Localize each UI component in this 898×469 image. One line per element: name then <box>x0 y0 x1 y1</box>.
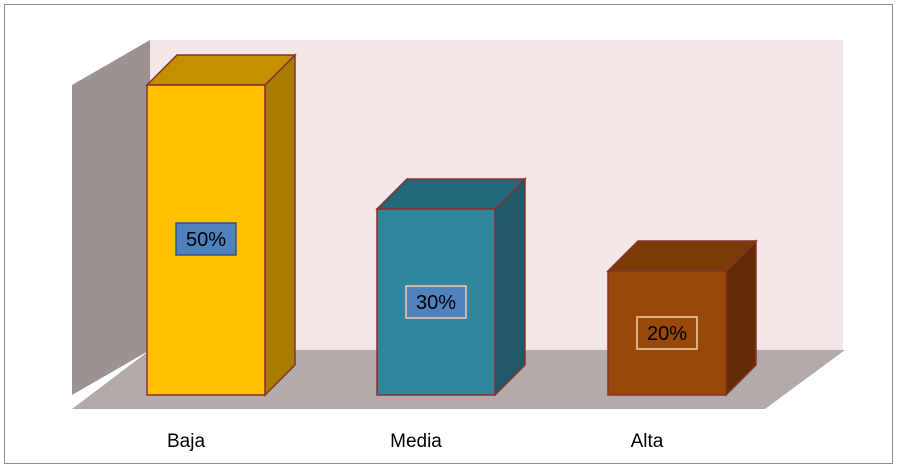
bar-baja: 50% <box>145 53 297 397</box>
category-label: Media <box>390 431 442 452</box>
data-label: 20% <box>647 323 687 345</box>
data-label-box <box>175 222 237 256</box>
data-label-box <box>636 316 698 350</box>
category-label: Baja <box>167 431 205 452</box>
bar-side <box>494 177 526 397</box>
category-labels: Baja Media Alta <box>167 431 664 452</box>
bars-group: 50% 30% 20% <box>145 53 758 397</box>
category-label: Alta <box>631 431 664 452</box>
bar-alta: 20% <box>606 239 758 397</box>
data-label: 30% <box>416 292 456 314</box>
data-label-box <box>405 285 467 319</box>
side-wall <box>72 40 150 395</box>
data-label: 50% <box>186 229 226 251</box>
bar-side <box>264 53 296 397</box>
bar-media: 30% <box>375 177 527 397</box>
